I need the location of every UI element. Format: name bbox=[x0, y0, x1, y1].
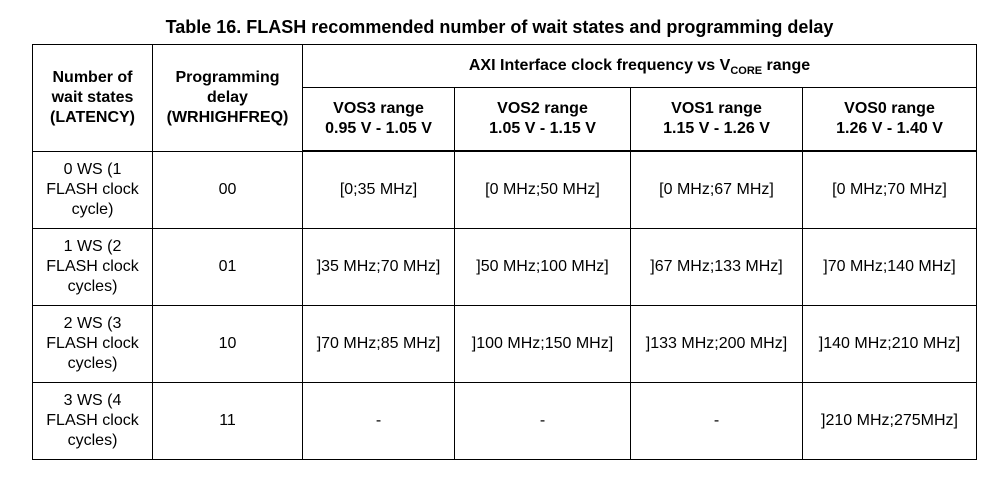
header-vos3-range: 0.95 V - 1.05 V bbox=[325, 120, 432, 137]
programming-delay-cell: 01 bbox=[152, 228, 303, 306]
wait-states-line: cycle) bbox=[71, 200, 114, 218]
header-axi-frequency: AXI Interface clock frequency vs VCORE r… bbox=[302, 44, 977, 88]
wait-states-line: cycles) bbox=[67, 278, 118, 295]
header-wait-states: Number of wait states (LATENCY) bbox=[32, 44, 153, 152]
header-vos3: VOS3 range 0.95 V - 1.05 V bbox=[302, 87, 455, 152]
freq-vos3-cell: ]70 MHz;85 MHz] bbox=[302, 305, 455, 383]
flash-wait-states-table: Number of wait states (LATENCY) Programm… bbox=[32, 44, 977, 460]
header-axi-subscript: CORE bbox=[730, 64, 763, 77]
freq-vos3-cell: [0;35 MHz] bbox=[302, 150, 455, 229]
wait-states-cell: 2 WS (3 FLASH clock cycles) bbox=[32, 305, 153, 383]
header-vos1-name: VOS1 range bbox=[671, 100, 762, 117]
wait-states-line: cycles) bbox=[67, 355, 118, 372]
table-caption: Table 16. FLASH recommended number of wa… bbox=[165, 17, 834, 37]
freq-vos0-cell: ]210 MHz;275MHz] bbox=[802, 382, 977, 460]
freq-vos3-cell: ]35 MHz;70 MHz] bbox=[302, 228, 455, 306]
wait-states-line: FLASH clock bbox=[46, 335, 139, 352]
wait-states-line: cycles) bbox=[67, 432, 118, 449]
freq-vos1-cell: - bbox=[630, 382, 803, 460]
header-axi-tail: range bbox=[762, 56, 811, 74]
header-vos0-name: VOS0 range bbox=[844, 100, 935, 117]
freq-vos2-cell: - bbox=[454, 382, 631, 460]
header-vos3-name: VOS3 range bbox=[333, 100, 424, 117]
table-row: 1 WS (2 FLASH clock cycles) 01 ]35 MHz;7… bbox=[32, 228, 977, 306]
table-row: 0 WS (1 FLASH clock cycle) 00 [0;35 MHz]… bbox=[32, 150, 977, 229]
header-vos1-range: 1.15 V - 1.26 V bbox=[663, 120, 770, 137]
wait-states-line: 1 WS (2 bbox=[63, 238, 122, 255]
header-prog-delay-line2: delay bbox=[207, 88, 248, 106]
freq-vos2-cell: ]50 MHz;100 MHz] bbox=[454, 228, 631, 306]
freq-vos1-cell: ]133 MHz;200 MHz] bbox=[630, 305, 803, 383]
wait-states-line: 3 WS (4 bbox=[63, 392, 122, 409]
header-vos2-name: VOS2 range bbox=[497, 100, 588, 117]
header-programming-delay: Programming delay (WRHIGHFREQ) bbox=[152, 44, 303, 152]
header-wait-states-line3: (LATENCY) bbox=[49, 108, 136, 126]
header-wait-states-line2: wait states bbox=[51, 88, 134, 106]
freq-vos3-cell: - bbox=[302, 382, 455, 460]
freq-vos2-cell: [0 MHz;50 MHz] bbox=[454, 150, 631, 229]
table-row: 3 WS (4 FLASH clock cycles) 11 - - - ]21… bbox=[32, 382, 977, 460]
wait-states-cell: 3 WS (4 FLASH clock cycles) bbox=[32, 382, 153, 460]
header-axi-text: AXI Interface clock frequency vs V bbox=[468, 56, 731, 74]
header-wait-states-line1: Number of bbox=[52, 68, 133, 86]
programming-delay-cell: 10 bbox=[152, 305, 303, 383]
wait-states-line: 2 WS (3 bbox=[63, 315, 122, 332]
header-vos1: VOS1 range 1.15 V - 1.26 V bbox=[630, 87, 803, 152]
freq-vos0-cell: [0 MHz;70 MHz] bbox=[802, 150, 977, 229]
table-row: 2 WS (3 FLASH clock cycles) 10 ]70 MHz;8… bbox=[32, 305, 977, 383]
header-prog-delay-line1: Programming bbox=[175, 68, 280, 86]
wait-states-line: 0 WS (1 bbox=[63, 160, 122, 178]
header-prog-delay-line3: (WRHIGHFREQ) bbox=[166, 108, 289, 126]
freq-vos0-cell: ]140 MHz;210 MHz] bbox=[802, 305, 977, 383]
wait-states-cell: 0 WS (1 FLASH clock cycle) bbox=[32, 150, 153, 229]
programming-delay-cell: 00 bbox=[152, 150, 303, 229]
wait-states-line: FLASH clock bbox=[46, 412, 139, 429]
header-vos0: VOS0 range 1.26 V - 1.40 V bbox=[802, 87, 977, 152]
header-vos2: VOS2 range 1.05 V - 1.15 V bbox=[454, 87, 631, 152]
wait-states-line: FLASH clock bbox=[46, 258, 139, 275]
wait-states-line: FLASH clock bbox=[46, 180, 139, 198]
header-vos2-range: 1.05 V - 1.15 V bbox=[489, 120, 596, 137]
freq-vos2-cell: ]100 MHz;150 MHz] bbox=[454, 305, 631, 383]
wait-states-cell: 1 WS (2 FLASH clock cycles) bbox=[32, 228, 153, 306]
freq-vos1-cell: [0 MHz;67 MHz] bbox=[630, 150, 803, 229]
header-vos0-range: 1.26 V - 1.40 V bbox=[836, 120, 943, 137]
programming-delay-cell: 11 bbox=[152, 382, 303, 460]
freq-vos1-cell: ]67 MHz;133 MHz] bbox=[630, 228, 803, 306]
freq-vos0-cell: ]70 MHz;140 MHz] bbox=[802, 228, 977, 306]
